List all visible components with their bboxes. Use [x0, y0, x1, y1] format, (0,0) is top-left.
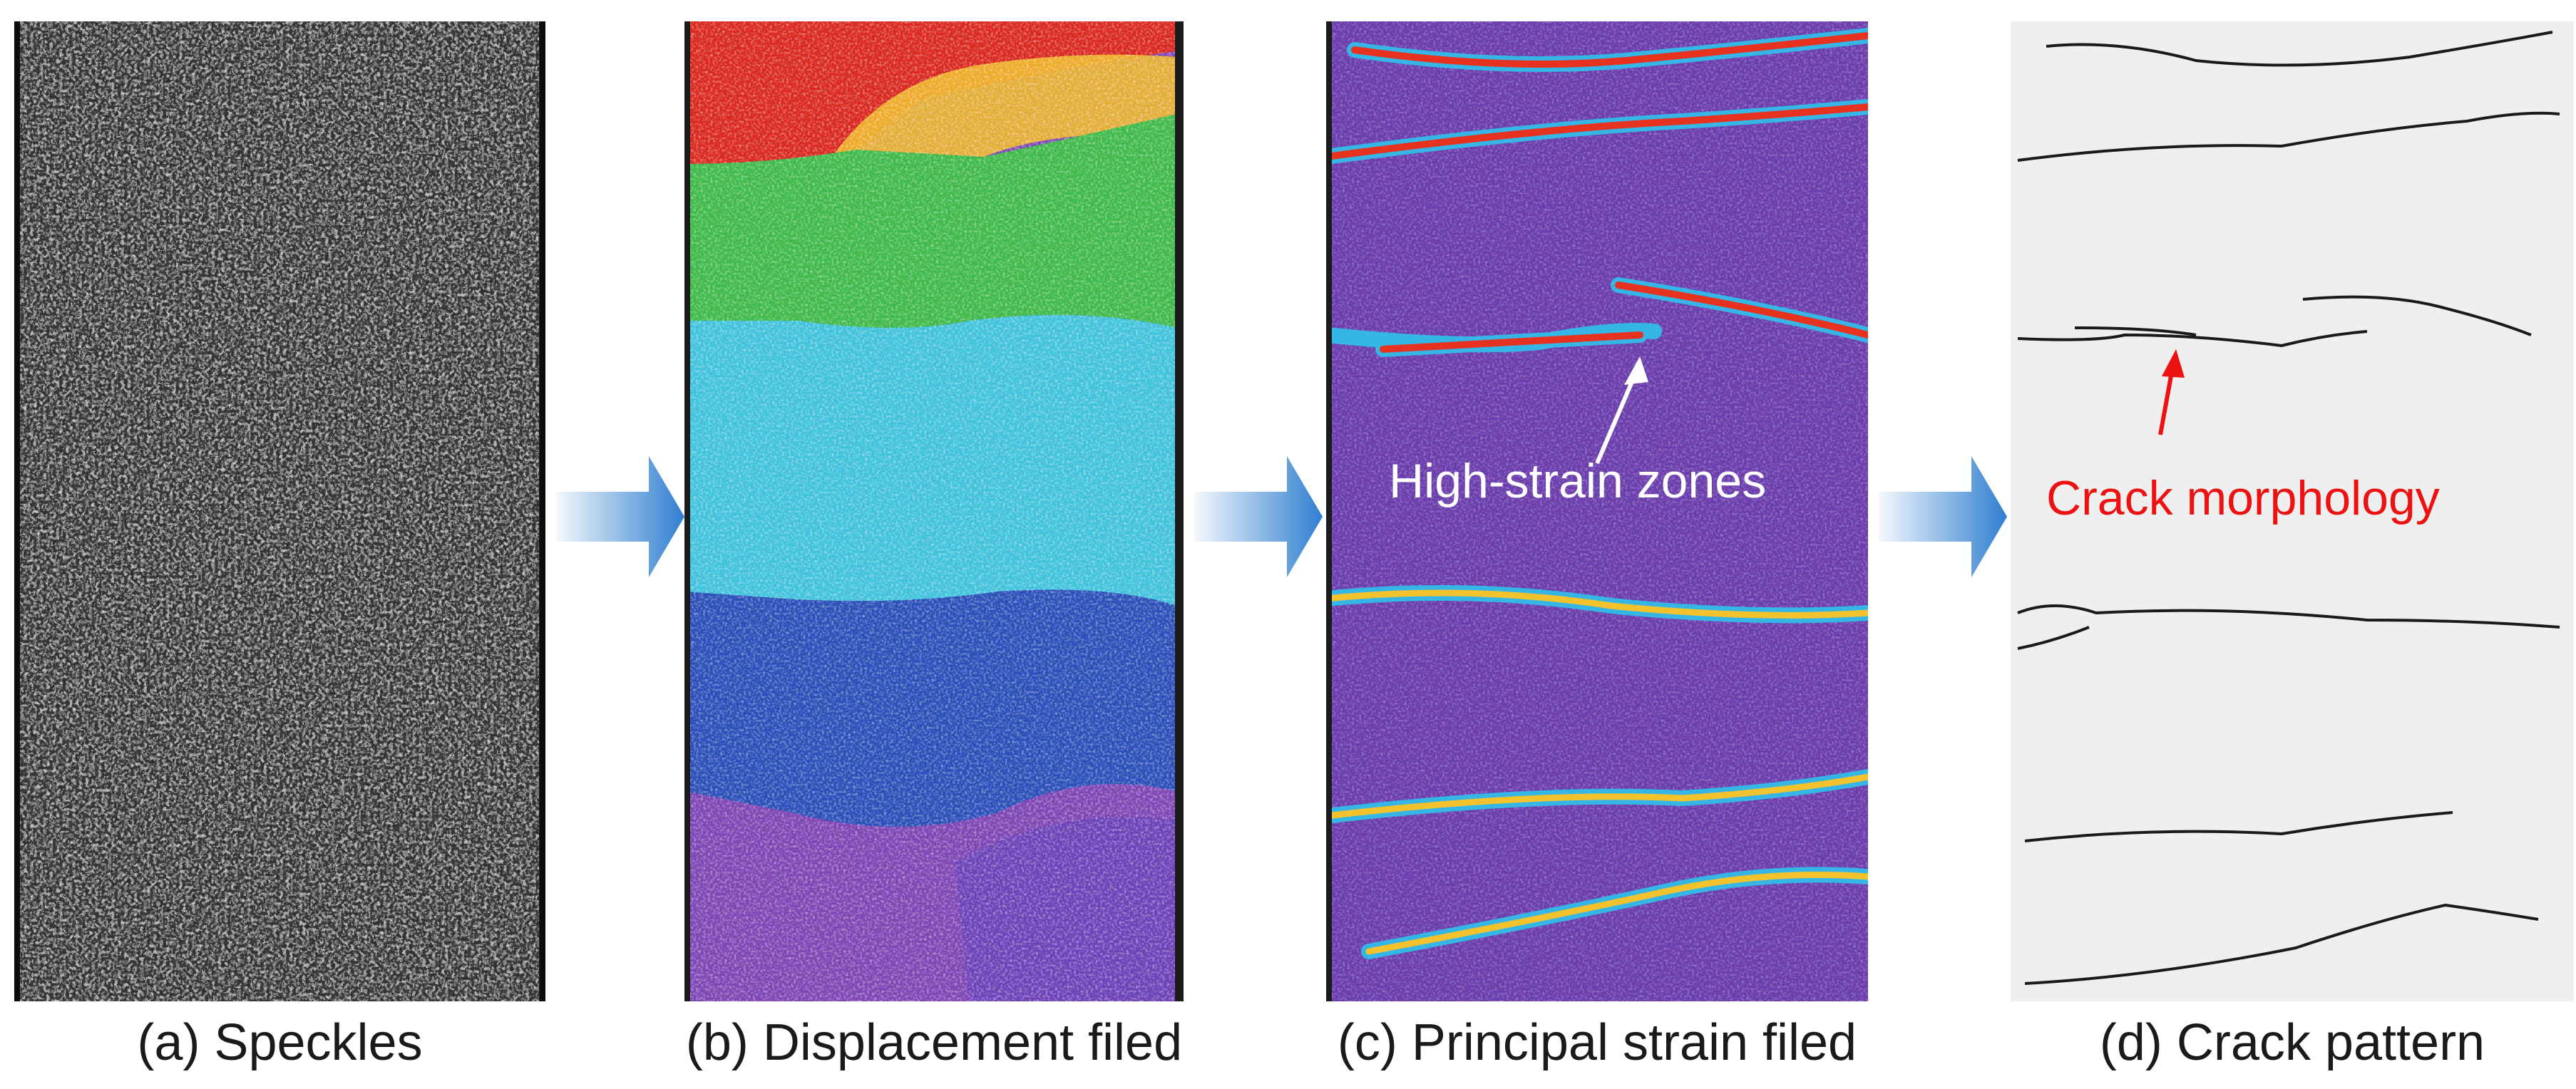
caption-speckles: (a) Speckles	[137, 1014, 423, 1071]
high-strain-annotation: High-strain zones	[1389, 454, 1767, 508]
caption-displacement: (b) Displacement filed	[685, 1014, 1183, 1071]
panel-displacement	[684, 21, 1184, 1001]
speckle-image	[14, 21, 545, 1001]
right-arrow-icon	[1879, 456, 2007, 577]
crack-map	[2011, 21, 2574, 1001]
right-arrow-icon	[556, 456, 684, 577]
displacement-map	[684, 21, 1184, 1001]
panel-speckles	[14, 21, 545, 1001]
panel-crack-pattern	[2011, 21, 2574, 1001]
caption-crack-pattern: (d) Crack pattern	[2099, 1014, 2485, 1071]
caption-principal-strain: (c) Principal strain filed	[1337, 1014, 1857, 1071]
crack-morphology-annotation: Crack morphology	[2046, 471, 2440, 525]
arrow-head-icon	[2162, 349, 2185, 378]
strain-map	[1326, 21, 1868, 1001]
arrow-head-icon	[1624, 356, 1648, 385]
right-arrow-icon	[1194, 456, 1323, 577]
panel-principal-strain	[1326, 21, 1868, 1001]
